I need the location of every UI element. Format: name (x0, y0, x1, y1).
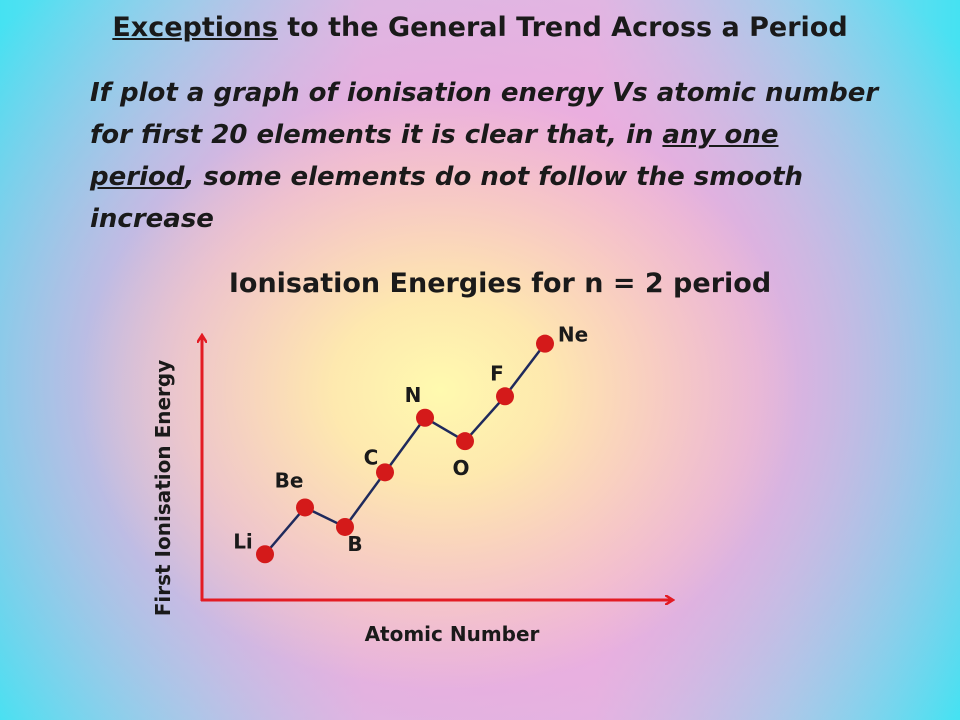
data-label-be: Be (275, 468, 304, 492)
data-label-ne: Ne (558, 323, 588, 347)
data-point-be (296, 498, 314, 517)
data-label-b: B (347, 532, 362, 556)
x-axis-label: Atomic Number (365, 622, 540, 646)
data-point-n (416, 408, 434, 427)
y-axis-label: First Ionisation Energy (151, 360, 175, 617)
intro-paragraph: If plot a graph of ionisation energy Vs … (90, 72, 880, 240)
data-labels: Li Be B C N O F Ne (233, 323, 588, 556)
intro-underlined: any one period (90, 120, 779, 192)
data-point-o (456, 432, 474, 451)
title-rest: to the General Trend Across a Period (277, 12, 848, 43)
data-point-b (336, 517, 354, 536)
data-point-li (256, 545, 274, 564)
data-label-li: Li (233, 529, 253, 553)
slide-title: Exceptions to the General Trend Across a… (0, 10, 960, 46)
intro-line1: If plot a graph of ionisation energy Vs … (90, 78, 879, 150)
data-point-f (496, 387, 514, 406)
title-underlined: Exceptions (112, 12, 278, 43)
data-point-c (376, 463, 394, 482)
data-markers (256, 334, 554, 564)
data-label-f: F (490, 361, 504, 385)
data-label-n: N (405, 383, 422, 407)
chart-title: Ionisation Energies for n = 2 period (228, 268, 772, 299)
intro-line2: , some elements do not follow the smooth… (90, 162, 804, 234)
data-point-ne (536, 334, 554, 353)
data-label-c: C (364, 445, 379, 469)
data-label-o: O (452, 456, 469, 480)
